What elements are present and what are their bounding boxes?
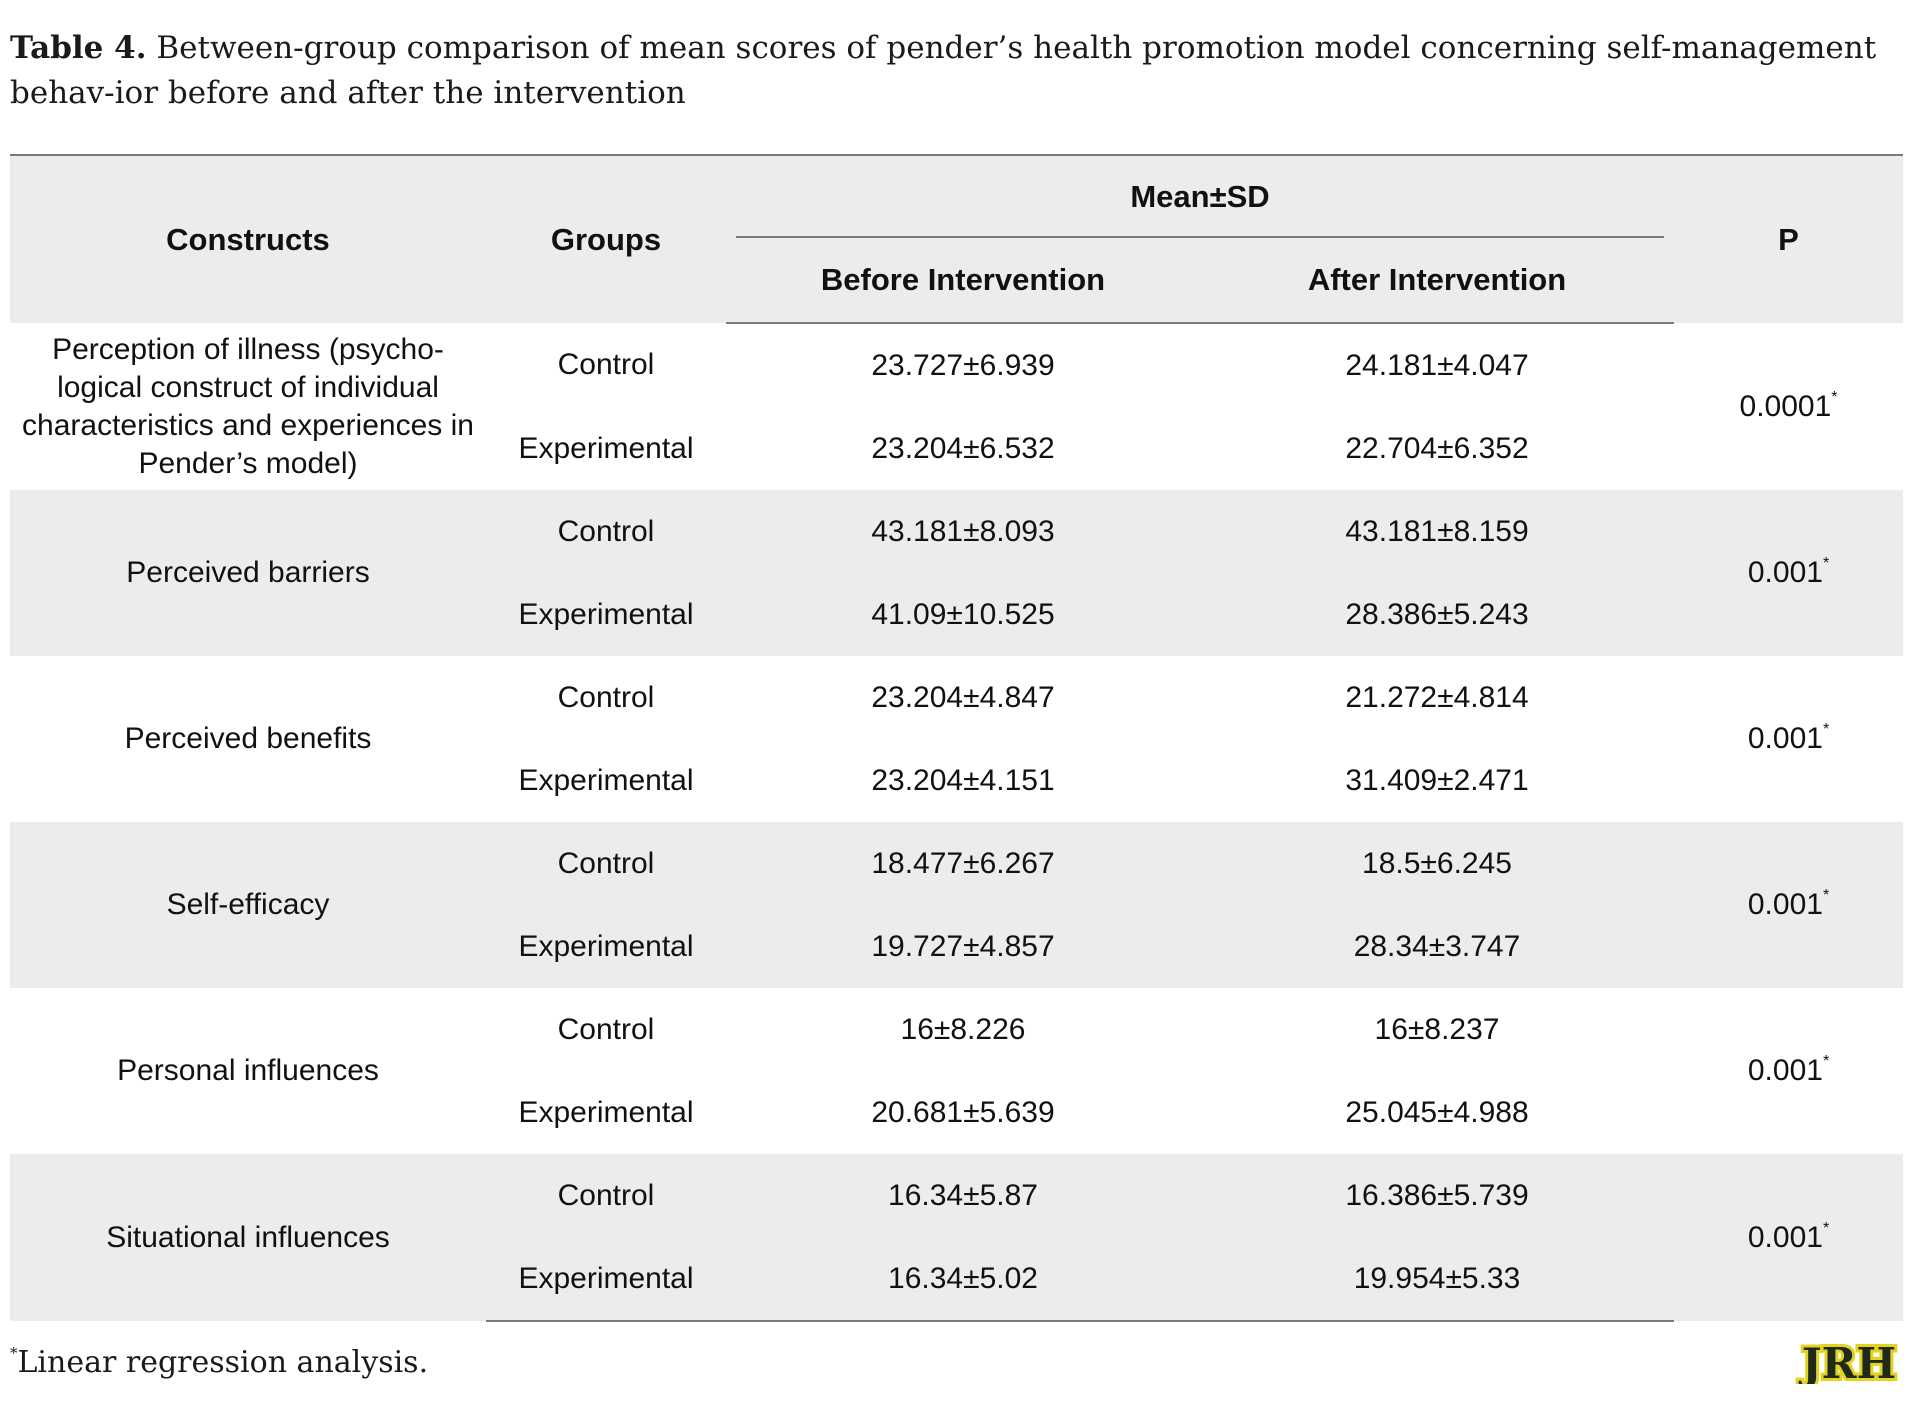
after-value: 21.272±4.814 [1345,680,1529,714]
group-cell: Control [557,680,655,714]
table-row: Experimental 41.09±10.525 28.386±5.243 [10,573,1903,656]
before-value: 43.181±8.093 [726,490,1200,573]
p-footnote-mark: * [1822,1219,1830,1237]
p-footnote-mark: * [1822,1053,1830,1070]
table-row: Personal influences Control 16±8.226 16±… [10,988,1903,1088]
after-value: 28.34±3.747 [1200,905,1675,988]
group-cell: Control [557,1012,655,1046]
before-value: 23.204±6.532 [871,431,1055,465]
table-row: Experimental 23.204±4.151 31.409±2.471 [10,739,1903,822]
before-value: 16.34±5.02 [726,1237,1200,1322]
construct-cell: Personal influences [117,1054,379,1087]
header-before-intervention: Before Intervention [726,238,1200,324]
construct-cell: Perception of illness (psycho-logical co… [22,332,474,480]
after-value: 28.386±5.243 [1200,573,1675,656]
caption-label: Table 4. [10,30,147,66]
group-cell: Experimental [518,763,694,797]
group-cell: Control [486,1154,726,1237]
p-value-cell: 0.001* [1674,490,1904,656]
table-row: Perceived barriers Control 43.181±8.093 … [10,490,1904,656]
p-value-cell: 0.001* [1674,1154,1904,1321]
table-row: Perception of illness (psycho-logical co… [10,323,1903,480]
group-cell: Experimental [486,573,726,656]
p-value: 0.0001 [1739,389,1832,423]
after-value: 31.409±2.471 [1345,763,1529,797]
table-row: Experimental 16.34±5.02 19.954±5.33 [10,1237,1903,1322]
after-value: 43.181±8.159 [1200,490,1675,573]
footnote-text: Linear regression analysis. [17,1345,429,1380]
header-p: P [1674,154,1904,323]
table-row: Experimental 23.204±6.532 22.704±6.352 [10,407,1903,490]
after-value: 18.5±6.245 [1200,822,1675,905]
caption-text: Between-group comparison of mean scores … [10,30,1877,111]
header-groups: Groups [486,154,726,323]
after-value: 16.386±5.739 [1200,1154,1675,1237]
before-value: 23.204±4.151 [871,763,1055,797]
table-row: Experimental 19.727±4.857 28.34±3.747 [10,905,1903,988]
before-value: 23.204±4.847 [871,680,1055,714]
construct-cell: Perceived barriers [10,490,486,656]
p-value: 0.001 [1747,722,1823,755]
group-cell: Experimental [486,1237,726,1322]
p-value: 0.001 [1747,1220,1823,1254]
p-value: 0.001 [1747,1054,1823,1087]
before-value: 41.09±10.525 [726,573,1200,656]
before-value: 19.727±4.857 [726,905,1200,988]
before-value: 18.477±6.267 [726,822,1200,905]
before-value: 23.727±6.939 [871,348,1055,382]
construct-cell: Perceived benefits [124,722,372,755]
table-row: Experimental 20.681±5.639 25.045±4.988 [10,1071,1903,1154]
construct-cell: Self-efficacy [10,822,486,988]
before-value: 16.34±5.87 [726,1154,1200,1237]
header-constructs: Constructs [10,154,486,323]
p-value: 0.001 [1747,888,1823,921]
header-mean-sd: Mean±SD [726,154,1675,239]
group-cell: Experimental [518,431,694,465]
after-value: 16±8.237 [1374,1012,1500,1046]
header-after-intervention: After Intervention [1200,238,1675,324]
p-value-cell: 0.001* [1674,822,1904,988]
table-caption: Table 4. Between-group comparison of mea… [10,26,1900,116]
p-footnote-mark: * [1822,721,1830,738]
construct-cell: Situational influences [10,1154,486,1321]
journal-logo-text: JRH [1798,1340,1896,1384]
after-value: 24.181±4.047 [1345,348,1529,382]
group-cell: Control [486,490,726,573]
after-value: 25.045±4.988 [1345,1095,1529,1129]
p-footnote-mark: * [1822,555,1830,572]
before-value: 20.681±5.639 [871,1095,1055,1129]
table-row: Situational influences Control 16.34±5.8… [10,1154,1904,1321]
group-cell: Experimental [518,1095,694,1129]
after-value: 22.704±6.352 [1345,431,1529,465]
table-row: Self-efficacy Control 18.477±6.267 18.5±… [10,822,1904,988]
table-row: Perceived benefits Control 23.204±4.847 … [10,656,1903,756]
group-cell: Control [486,822,726,905]
before-value: 16±8.226 [900,1012,1026,1046]
footnote-mark: * [10,1344,18,1362]
after-value: 19.954±5.33 [1200,1237,1675,1322]
p-value-cell: 0.001* [1674,988,1903,1154]
p-value-cell: 0.001* [1674,656,1903,822]
results-table: Constructs Groups Mean±SD P Before Inter… [10,154,1904,1322]
group-cell: Control [557,348,655,381]
journal-logo-shadow: JRH [1798,1340,1896,1384]
p-value-cell: 0.0001* [1674,323,1903,490]
table-footnote: *Linear regression analysis. [10,1345,428,1380]
group-cell: Experimental [486,905,726,988]
p-footnote-mark: * [1831,388,1838,406]
p-value: 0.001 [1747,556,1823,589]
journal-logo: JRH JRH [1795,1340,1899,1384]
p-footnote-mark: * [1822,887,1830,904]
